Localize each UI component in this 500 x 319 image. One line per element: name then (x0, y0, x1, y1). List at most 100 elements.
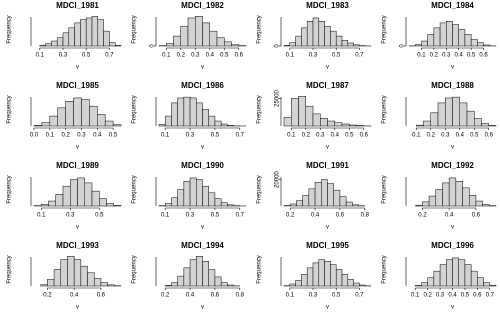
x-tick-label: 0.4 (445, 213, 454, 219)
histogram-bar (466, 110, 475, 127)
histogram-bar (421, 282, 428, 287)
histogram-bar (173, 35, 181, 47)
histogram-bar (345, 201, 353, 207)
histogram-bar (481, 123, 489, 127)
histogram-bar (80, 265, 88, 287)
histogram-bar (435, 189, 443, 207)
x-axis-label: v (451, 145, 454, 151)
y-tick-label: 0 (275, 44, 281, 48)
histogram-bar (189, 97, 197, 127)
histogram-bar (208, 115, 216, 127)
histogram-bar (295, 279, 302, 287)
x-tick-label: 0.1 (161, 213, 170, 219)
histogram-bar (298, 96, 306, 127)
histogram-bar (158, 124, 166, 127)
histogram-bar (341, 274, 349, 287)
x-tick-label: 0.3 (441, 133, 450, 139)
histogram-bar (483, 282, 491, 287)
histogram-bar (104, 120, 114, 127)
x-axis-label: v (201, 65, 204, 71)
x-tick-label: 0.5 (332, 293, 341, 299)
histogram-bar (452, 257, 459, 287)
histogram-bar (489, 284, 497, 287)
x-axis-label: v (76, 305, 79, 311)
histogram-bar (53, 269, 62, 287)
histogram-bar (195, 16, 203, 47)
histogram-bar (80, 19, 87, 47)
x-tick-label: 0.5 (220, 53, 229, 59)
y-axis-label: Frequency (257, 255, 263, 283)
histogram-bar (359, 284, 366, 287)
chart-title: MDCI_1988 (431, 81, 474, 90)
x-tick-label: 0.7 (105, 53, 114, 59)
x-tick-label: 0.4 (448, 293, 457, 299)
histogram-bar (183, 96, 191, 127)
histogram-bar (41, 204, 49, 207)
histogram-bar (423, 120, 431, 127)
histogram-bar (227, 204, 234, 207)
chart-title: MDCI_1993 (56, 241, 99, 250)
x-tick-label: 0.1 (46, 133, 55, 139)
histogram-bar (164, 115, 172, 127)
x-tick-label: 0.2 (427, 133, 436, 139)
histogram-bar (171, 197, 178, 207)
histogram-bar (433, 27, 441, 47)
histogram-bar (446, 21, 453, 47)
x-tick-label: 0.1 (36, 53, 45, 59)
histogram-bar (202, 185, 209, 207)
histogram-bar (99, 198, 107, 207)
x-axis-label: v (326, 225, 329, 231)
x-tick-label: 0.2 (430, 53, 439, 59)
x-tick-label: 0.4 (93, 133, 102, 139)
histogram-bar (430, 112, 439, 127)
histogram-bar (324, 25, 331, 47)
histogram-bar (427, 277, 435, 287)
x-tick-label: 0.3 (442, 53, 451, 59)
histogram-bar (446, 259, 453, 287)
y-tick-label: 0 (150, 44, 156, 48)
x-tick-label: 0.6 (235, 53, 244, 59)
x-tick-label: 0.3 (66, 213, 75, 219)
x-tick-label: 0.5 (467, 53, 476, 59)
histogram-bar (422, 201, 430, 207)
x-tick-label: 0.5 (82, 53, 91, 59)
x-tick-label: 0.7 (355, 53, 364, 59)
y-tick-label: 0 (400, 44, 406, 48)
histogram-bar (445, 97, 453, 127)
y-axis-label: Frequency (132, 175, 138, 203)
histogram-bar (48, 200, 56, 207)
x-tick-label: 0.4 (186, 293, 195, 299)
histogram-bar (202, 261, 209, 287)
histogram-bar (289, 283, 296, 287)
histogram-bar (166, 43, 174, 47)
histogram-bar (220, 282, 228, 287)
x-axis-label: v (201, 145, 204, 151)
y-axis-label: Frequency (382, 175, 388, 203)
x-axis-label: v (451, 305, 454, 311)
histogram-bar (283, 116, 292, 127)
histogram-bar (62, 185, 71, 207)
histogram-bar (455, 181, 463, 207)
histogram-bar (89, 105, 98, 127)
y-axis-label: Frequency (382, 255, 388, 283)
histogram-bar (109, 42, 116, 47)
histogram-bar (49, 115, 58, 127)
histogram-bar (73, 97, 82, 127)
histogram-bar (462, 187, 470, 207)
y-axis-label: Frequency (257, 175, 263, 203)
histogram-bar (416, 124, 424, 127)
histogram-bar (220, 123, 228, 127)
histogram-bar (84, 182, 93, 207)
histogram-bar (301, 274, 308, 287)
x-tick-label: 0.0 (30, 133, 39, 139)
x-axis-label: v (76, 65, 79, 71)
histogram-bar (164, 203, 172, 207)
x-tick-label: 0.7 (236, 133, 245, 139)
histogram-bar (91, 16, 99, 47)
chart-title: MDCI_1990 (181, 161, 224, 170)
chart-title: MDCI_1981 (56, 1, 99, 10)
histogram-bar (216, 37, 225, 47)
histogram-bar (353, 282, 360, 287)
histogram-bar (428, 195, 437, 207)
